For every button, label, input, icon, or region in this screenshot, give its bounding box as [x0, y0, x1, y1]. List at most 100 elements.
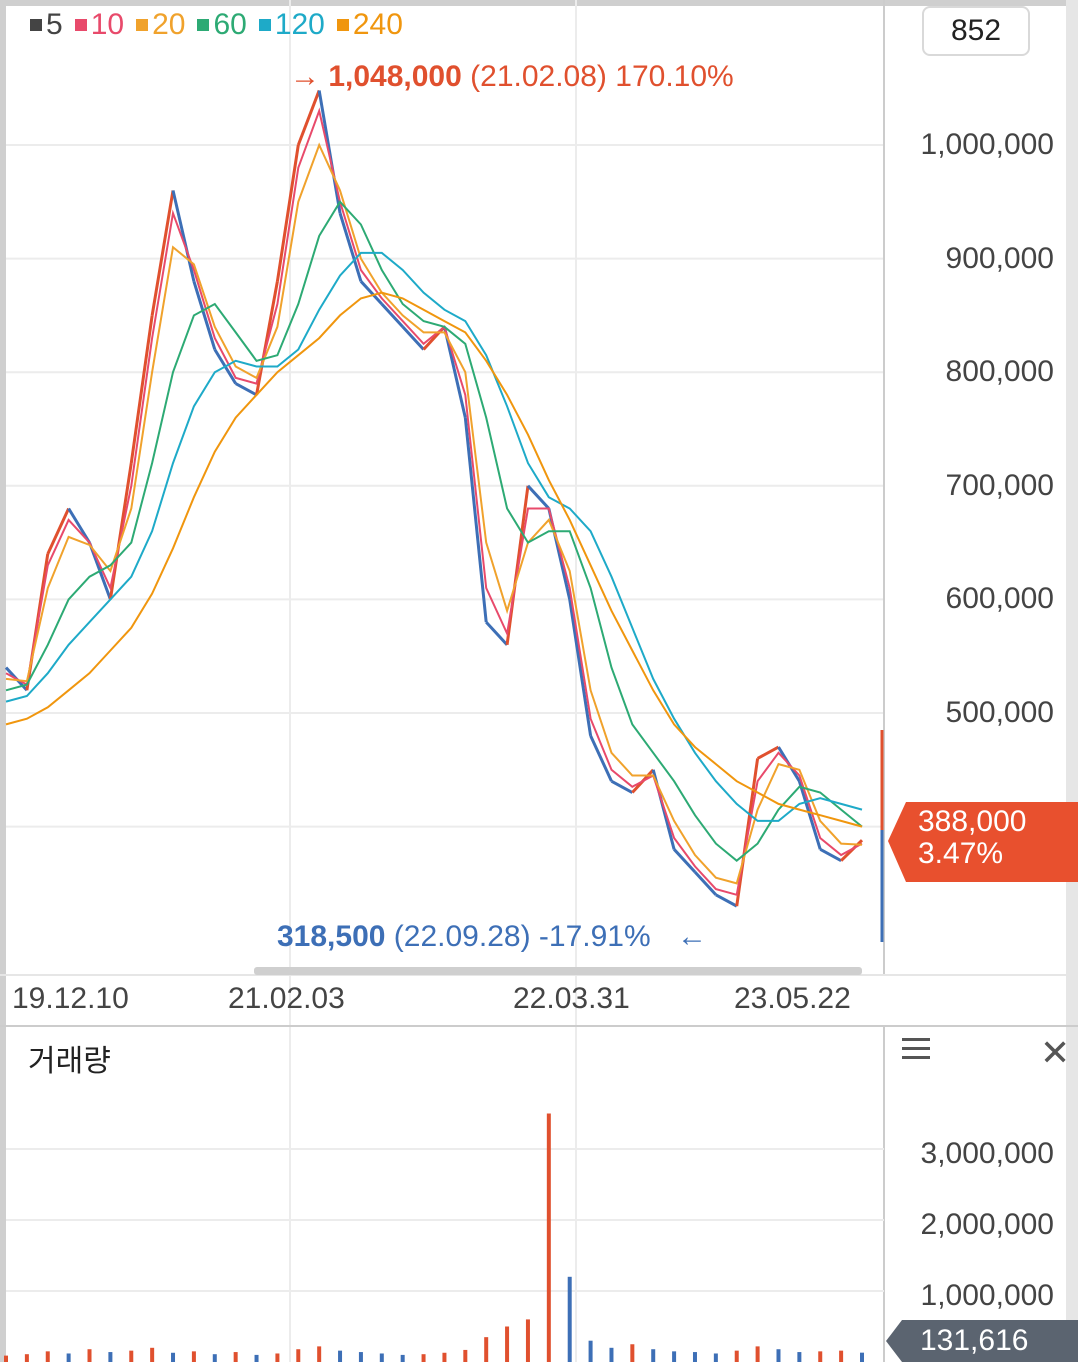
legend-item-240[interactable]: 240 [336, 8, 403, 42]
low-price: 318,500 [277, 920, 386, 953]
legend-swatch [30, 19, 42, 31]
volume-bar [609, 1347, 614, 1362]
close-icon[interactable]: ✕ [1040, 1032, 1071, 1073]
price-segment [756, 745, 780, 760]
ma-line-20 [5, 142, 863, 885]
high-date: (21.02.08) [470, 60, 607, 93]
volume-bar [400, 1354, 405, 1362]
price-segment [317, 90, 342, 214]
price-segment [192, 280, 217, 350]
high-price: 1,048,000 [328, 60, 462, 93]
legend-item-20[interactable]: 20 [136, 8, 185, 42]
volume-bar [212, 1354, 217, 1362]
volume-bar [651, 1349, 656, 1362]
legend-item-5[interactable]: 5 [30, 8, 63, 42]
volume-bar [567, 1276, 572, 1362]
price-segment [442, 326, 467, 418]
volume-bar [254, 1354, 259, 1362]
menu-icon[interactable] [900, 1034, 932, 1064]
candle-count-box[interactable]: 852 [922, 6, 1030, 56]
y-tick: 1,000,000 [920, 128, 1054, 161]
volume-bar [171, 1352, 176, 1362]
price-segment [255, 281, 279, 396]
current-pct: 3.47% [918, 837, 1004, 870]
volume-bar [505, 1326, 510, 1362]
volume-bar [87, 1349, 92, 1362]
price-segment [589, 735, 613, 782]
price-segment [715, 893, 738, 908]
legend-label: 60 [213, 8, 247, 41]
ma-line-60 [5, 200, 863, 862]
high-price-label: → 1,048,000 (21.02.08) 170.10% [290, 60, 734, 94]
volume-bar [776, 1349, 781, 1362]
price-segment [485, 621, 509, 646]
price-segment [108, 462, 133, 600]
price-segment [359, 280, 383, 306]
price-segment [463, 417, 488, 623]
ma-line-120 [5, 251, 863, 822]
x-tick: 22.03.31 [513, 982, 630, 1015]
legend-swatch [336, 19, 349, 31]
volume-bar [233, 1352, 238, 1362]
legend-label: 120 [274, 8, 325, 41]
y-tick: 500,000 [945, 696, 1054, 729]
volume-bar [484, 1337, 489, 1362]
price-segment [171, 190, 196, 282]
vol-y-tick: 1,000,000 [920, 1279, 1054, 1312]
volume-bar [317, 1346, 322, 1362]
legend-item-10[interactable]: 10 [74, 8, 125, 42]
low-pct: -17.91% [538, 920, 651, 953]
price-segment [150, 190, 175, 316]
price-segment [735, 758, 760, 907]
volume-bar [275, 1353, 280, 1362]
price-segment [275, 144, 300, 282]
y-tick: 900,000 [945, 242, 1054, 275]
legend-swatch [258, 19, 271, 31]
current-price-text: 388,000 3.47% [918, 806, 1026, 870]
legend-item-120[interactable]: 120 [258, 8, 325, 42]
legend-label: 10 [90, 8, 125, 41]
volume-bar [463, 1349, 468, 1362]
high-arrow: → [290, 60, 320, 93]
ma-line-240 [5, 291, 863, 828]
volume-bar [191, 1351, 196, 1362]
price-segment [67, 507, 91, 544]
volume-bar [630, 1344, 635, 1362]
volume-bar [338, 1350, 343, 1362]
ma-legend: 5 10 20 60 120 240 [30, 8, 403, 42]
volume-title: 거래량 [28, 1045, 111, 1078]
volume-bar [839, 1350, 844, 1362]
volume-bar [755, 1346, 760, 1362]
volume-bar [588, 1340, 593, 1362]
moving-average-lines [5, 107, 863, 897]
price-segment [401, 325, 425, 351]
high-pct: 170.10% [615, 60, 734, 93]
volume-bar [797, 1352, 802, 1362]
price-segment [672, 848, 697, 874]
y-tick: 700,000 [945, 469, 1054, 502]
current-price: 388,000 [918, 805, 1027, 838]
volume-bar [672, 1351, 677, 1362]
y-tick: 600,000 [945, 582, 1054, 615]
x-tick: 19.12.10 [12, 982, 129, 1015]
current-price-tag [888, 802, 1078, 882]
low-arrow: ← [677, 920, 707, 953]
volume-bar [734, 1350, 739, 1362]
legend-label: 240 [352, 8, 403, 41]
price-segment [819, 848, 842, 862]
low-price-label: 318,500 (22.09.28) -17.91% ← [277, 920, 707, 954]
chart-scrollbar[interactable] [254, 967, 862, 975]
legend-label: 5 [46, 8, 63, 41]
volume-bar [358, 1352, 363, 1362]
volume-bars [4, 1113, 864, 1362]
volume-bar [379, 1353, 384, 1362]
legend-swatch [74, 19, 87, 31]
price-segment [129, 315, 154, 464]
price-segment [46, 507, 70, 555]
legend-item-60[interactable]: 60 [197, 8, 247, 42]
vol-y-tick: 3,000,000 [920, 1137, 1054, 1170]
low-date: (22.09.28) [393, 920, 531, 953]
volume-bar [129, 1350, 134, 1362]
volume-bar [442, 1352, 447, 1362]
